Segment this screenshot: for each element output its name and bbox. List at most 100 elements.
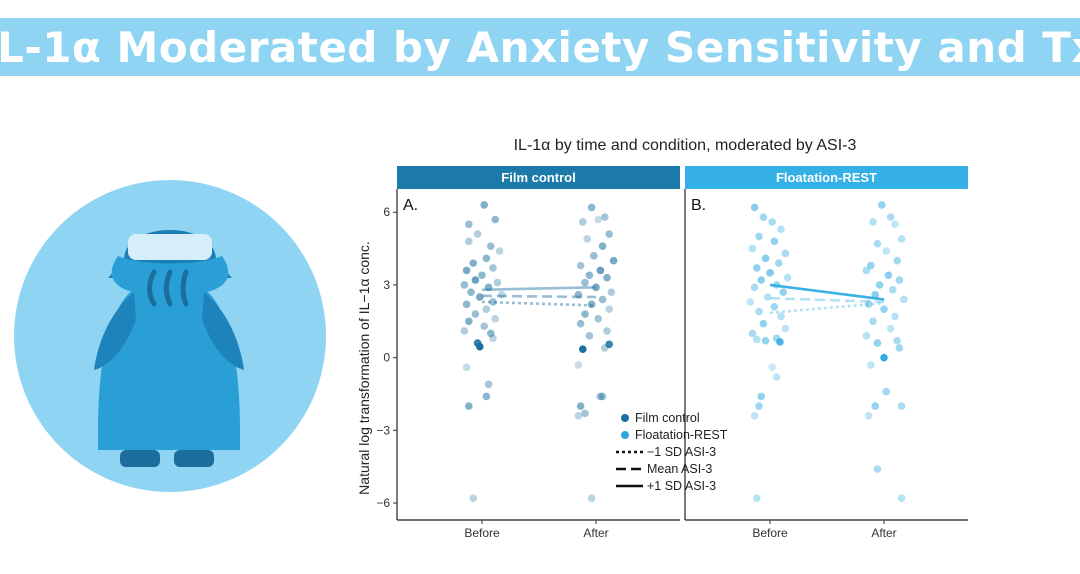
person-in-float-robe-icon (14, 180, 326, 492)
data-point (574, 361, 583, 369)
data-point (605, 230, 613, 238)
data-point (873, 339, 882, 347)
data-point (764, 293, 772, 301)
data-point (895, 344, 904, 352)
panel-floatation-rest: Floatation-REST B. Before After (684, 166, 968, 538)
data-point (592, 283, 600, 292)
data-point (893, 256, 901, 265)
y-tick-label: −6 (376, 496, 390, 510)
data-point (897, 402, 906, 410)
data-point (473, 230, 482, 238)
legend: Film control Floatation-REST −1 SD ASI-3 Me… (616, 411, 728, 493)
data-point (757, 276, 765, 284)
data-point (598, 295, 607, 304)
legend-label: Film control (635, 411, 700, 425)
data-point (587, 300, 596, 309)
data-point (603, 273, 611, 282)
data-point (748, 244, 757, 253)
data-point (880, 353, 888, 362)
data-point (601, 344, 609, 352)
data-point (489, 264, 497, 272)
data-point (783, 273, 792, 282)
data-point (601, 213, 609, 221)
data-point (598, 392, 607, 401)
data-point (895, 276, 904, 284)
data-point (873, 465, 882, 473)
data-point (897, 235, 906, 243)
data-point (493, 278, 502, 287)
data-point (471, 310, 480, 318)
right-foot (174, 450, 214, 467)
data-point (775, 259, 783, 267)
data-point (585, 271, 594, 280)
data-point (476, 342, 484, 351)
data-point (489, 298, 497, 306)
data-point (465, 237, 473, 246)
data-point (587, 494, 596, 502)
data-point (768, 218, 776, 226)
data-point (480, 201, 488, 209)
data-point (598, 242, 607, 250)
data-point (776, 338, 784, 346)
data-point (770, 237, 779, 246)
data-point (594, 215, 602, 224)
series-line-solid (481, 286, 597, 292)
data-point (777, 225, 785, 233)
data-point (755, 232, 763, 241)
data-point (469, 259, 477, 267)
data-point (889, 285, 897, 294)
data-point (886, 213, 895, 221)
data-point (482, 254, 491, 263)
data-point (579, 345, 587, 353)
data-point (467, 288, 475, 297)
chart-title: IL-1α by time and condition, moderated b… (514, 137, 857, 154)
data-point (893, 336, 901, 345)
right-arm (202, 292, 244, 370)
x-tick-label: Before (752, 526, 788, 538)
data-point (471, 276, 480, 284)
data-point (487, 329, 495, 338)
data-point (880, 305, 888, 313)
facet-strip-label: Floatation-REST (776, 170, 877, 185)
data-point (755, 402, 763, 410)
data-point (882, 387, 890, 396)
data-point (867, 261, 875, 270)
series-line-dotted (769, 301, 885, 315)
data-point (748, 329, 757, 338)
data-point (875, 281, 884, 289)
legend-label: −1 SD ASI-3 (647, 445, 716, 459)
slide-title: IL-1α Moderated by Anxiety Sensitivity a… (0, 22, 1080, 72)
y-tick-label: 0 (383, 351, 390, 365)
chart: IL-1α by time and condition, moderated b… (356, 137, 968, 538)
data-point (781, 249, 790, 258)
data-point (487, 242, 495, 250)
data-point (482, 392, 491, 401)
facet-strip-label: Film control (501, 170, 575, 185)
data-point (465, 317, 473, 326)
y-tick-label: 3 (383, 278, 390, 292)
face (128, 234, 212, 260)
data-point (869, 317, 877, 326)
data-point (884, 271, 893, 280)
data-point (869, 218, 877, 226)
data-point (864, 300, 873, 309)
data-point (746, 298, 754, 306)
data-point (753, 335, 761, 344)
data-point (478, 271, 486, 280)
data-point (576, 402, 585, 410)
data-point (596, 266, 605, 275)
left-foot (120, 450, 160, 467)
fold-line-1 (147, 269, 157, 307)
data-point (757, 392, 765, 401)
robe-body (98, 282, 240, 450)
x-tick-label: After (583, 526, 608, 538)
data-point (491, 215, 499, 224)
data-point (462, 363, 471, 372)
data-point (495, 247, 504, 255)
data-point (761, 254, 770, 263)
data-point (583, 235, 591, 243)
data-point (465, 402, 473, 410)
data-point (750, 283, 759, 292)
data-point (462, 266, 471, 275)
y-tick-label: 6 (383, 205, 390, 219)
